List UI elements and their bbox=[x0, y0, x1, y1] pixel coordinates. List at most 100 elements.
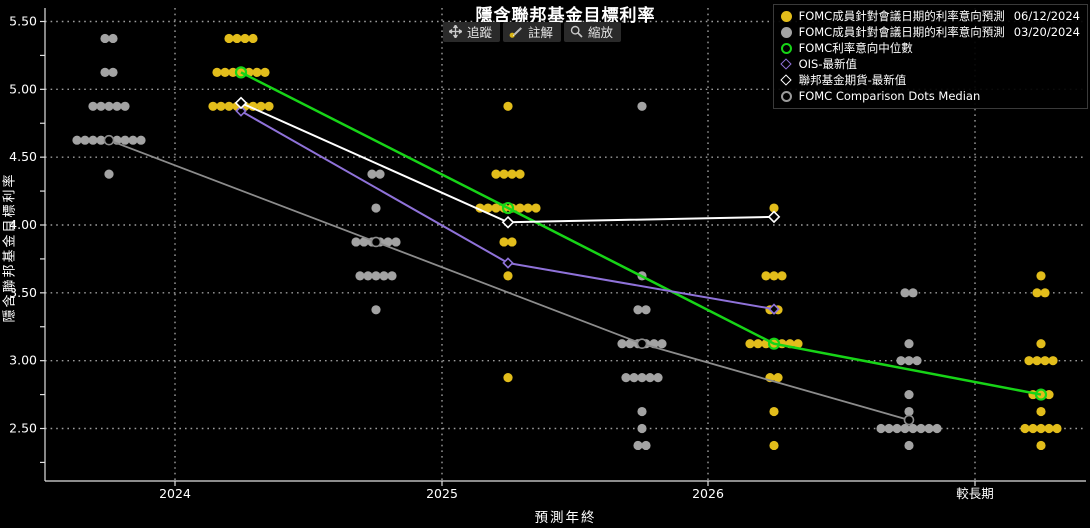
fomc-dot-jun bbox=[1036, 339, 1046, 349]
fomc-dot-mar bbox=[641, 440, 651, 451]
fomc-dot-jun bbox=[220, 67, 230, 77]
fomc-mar-dot-icon bbox=[780, 26, 792, 38]
fomc-dot-mar bbox=[100, 33, 110, 44]
legend-item[interactable]: OIS-最新值 bbox=[780, 56, 1080, 72]
fomc-dot-mar bbox=[916, 423, 926, 434]
fomc-dot-mar bbox=[637, 101, 647, 111]
fomc-dot-mar bbox=[621, 373, 631, 383]
futures-line-marker bbox=[234, 96, 248, 110]
fomc-dot-mar bbox=[633, 440, 643, 451]
fomc-dot-jun bbox=[499, 169, 509, 179]
legend-item-label: 聯邦基金期貨-最新值 bbox=[798, 73, 907, 87]
fomc-dot-jun bbox=[208, 101, 218, 111]
fomc-dot-jun bbox=[531, 203, 541, 213]
fomc-dot-mar bbox=[884, 423, 894, 434]
futures-line bbox=[240, 101, 775, 224]
fomc-dot-jun bbox=[515, 203, 525, 213]
fomc-dot-mar bbox=[375, 169, 385, 179]
fomc-dot-jun bbox=[769, 406, 779, 417]
legend-item[interactable]: 聯邦基金期貨-最新值 bbox=[780, 72, 1080, 88]
fomc-dot-mar bbox=[371, 203, 381, 213]
fomc-dot-jun bbox=[256, 101, 266, 111]
legend-item[interactable]: FOMC成員針對會議日期的利率意向預測 06/12/2024 bbox=[780, 8, 1080, 24]
fomc-dot-mar bbox=[112, 101, 122, 111]
ois-line-marker bbox=[235, 105, 247, 117]
x-tick-label: 2026 bbox=[692, 486, 724, 501]
fomc-dot-mar bbox=[379, 271, 389, 281]
x-axis-label: 預測年終 bbox=[534, 510, 597, 526]
legend-item[interactable]: FOMC Comparison Dots Median bbox=[780, 88, 1080, 104]
y-tick-label: 3.00 bbox=[9, 353, 37, 368]
fomc-dot-mar bbox=[359, 237, 369, 247]
fomc-dot-jun bbox=[260, 67, 270, 77]
chart-legend: FOMC成員針對會議日期的利率意向預測 06/12/2024 FOMC成員針對會議日… bbox=[772, 4, 1088, 109]
legend-item-label: FOMC Comparison Dots Median bbox=[798, 89, 981, 103]
fomc-dot-jun bbox=[212, 67, 222, 77]
fomc-dot-mar bbox=[908, 423, 918, 434]
zoom-button[interactable]: 縮放 bbox=[564, 22, 622, 42]
fomc-dot-jun bbox=[1036, 271, 1046, 281]
chart-title: 隱含聯邦基金目標利率 bbox=[475, 6, 656, 26]
ois-diamond-icon bbox=[780, 58, 792, 70]
fomc-dot-jun bbox=[793, 339, 803, 349]
fomc-dot-jun bbox=[232, 33, 242, 44]
track-button[interactable]: 追蹤 bbox=[443, 22, 501, 42]
legend-item-date: 06/12/2024 bbox=[1013, 9, 1080, 23]
fomc-dot-mar bbox=[904, 406, 914, 417]
fomc-dot-mar bbox=[912, 356, 922, 366]
median-line-marker bbox=[767, 337, 781, 350]
y-tick-label: 5.50 bbox=[9, 14, 37, 29]
fomc-dot-jun bbox=[1020, 423, 1030, 434]
fomc-dot-jun bbox=[1040, 356, 1050, 366]
fomc-dot-jun bbox=[503, 101, 513, 111]
fomc-dot-jun bbox=[483, 203, 493, 213]
legend-item[interactable]: FOMC利率意向中位數 bbox=[780, 40, 1080, 56]
y-tick-label: 2.50 bbox=[9, 421, 37, 436]
fomc-dot-mar bbox=[637, 423, 647, 434]
fomc-dot-mar bbox=[371, 271, 381, 281]
fomc-dot-jun bbox=[1024, 356, 1034, 366]
fomc-dot-mar bbox=[88, 135, 98, 145]
magnifier-zoom-icon bbox=[570, 25, 583, 38]
fomc-dot-jun bbox=[769, 440, 779, 451]
fomc-dot-jun bbox=[753, 339, 763, 349]
fomc-dot-jun bbox=[503, 373, 513, 383]
fomc-dot-mar bbox=[876, 423, 886, 434]
crosshair-track-icon bbox=[449, 25, 462, 38]
legend-item-label: FOMC成員針對會議日期的利率意向預測 bbox=[798, 25, 1005, 39]
fomc-dot-mar bbox=[72, 135, 82, 145]
fomc-dot-mar bbox=[645, 373, 655, 383]
fomc-dot-mar bbox=[904, 339, 914, 349]
fomc-dot-jun bbox=[491, 169, 501, 179]
fomc-dot-jun bbox=[224, 101, 234, 111]
annotate-button-label: 註解 bbox=[528, 25, 554, 40]
ois-line-marker bbox=[502, 257, 514, 269]
fomc-dot-mar bbox=[100, 67, 110, 77]
fomc-dot-mar bbox=[355, 271, 365, 281]
fomc-jun-dot-icon bbox=[780, 10, 792, 22]
fomc-dot-mar bbox=[80, 135, 90, 145]
fomc-dot-mar bbox=[136, 135, 146, 145]
fomc-dot-mar bbox=[104, 101, 114, 111]
fomc-dot-mar bbox=[88, 101, 98, 111]
x-tick-label: 2024 bbox=[159, 486, 191, 501]
fomc-dot-jun bbox=[252, 67, 262, 77]
legend-item-label: FOMC成員針對會議日期的利率意向預測 bbox=[798, 9, 1005, 23]
fomc-dot-jun bbox=[515, 169, 525, 179]
legend-item[interactable]: FOMC成員針對會議日期的利率意向預測 03/20/2024 bbox=[780, 24, 1080, 40]
fomc-dot-mar bbox=[896, 356, 906, 366]
fomc-dot-mar bbox=[96, 135, 106, 145]
y-tick-label: 4.50 bbox=[9, 149, 37, 164]
zoom-button-label: 縮放 bbox=[588, 25, 614, 40]
fomc-dot-mar bbox=[120, 135, 130, 145]
comparison-median-line bbox=[108, 139, 910, 421]
y-tick-label: 3.50 bbox=[9, 285, 37, 300]
median-circle-icon bbox=[780, 42, 792, 54]
comparison-median-line-marker bbox=[903, 414, 915, 426]
fomc-dot-mar bbox=[128, 135, 138, 145]
fomc-dot-mar bbox=[120, 101, 130, 111]
fomc-dot-mar bbox=[363, 271, 373, 281]
fomc-dot-mar bbox=[892, 423, 902, 434]
annotate-button[interactable]: 註解 bbox=[503, 22, 562, 42]
